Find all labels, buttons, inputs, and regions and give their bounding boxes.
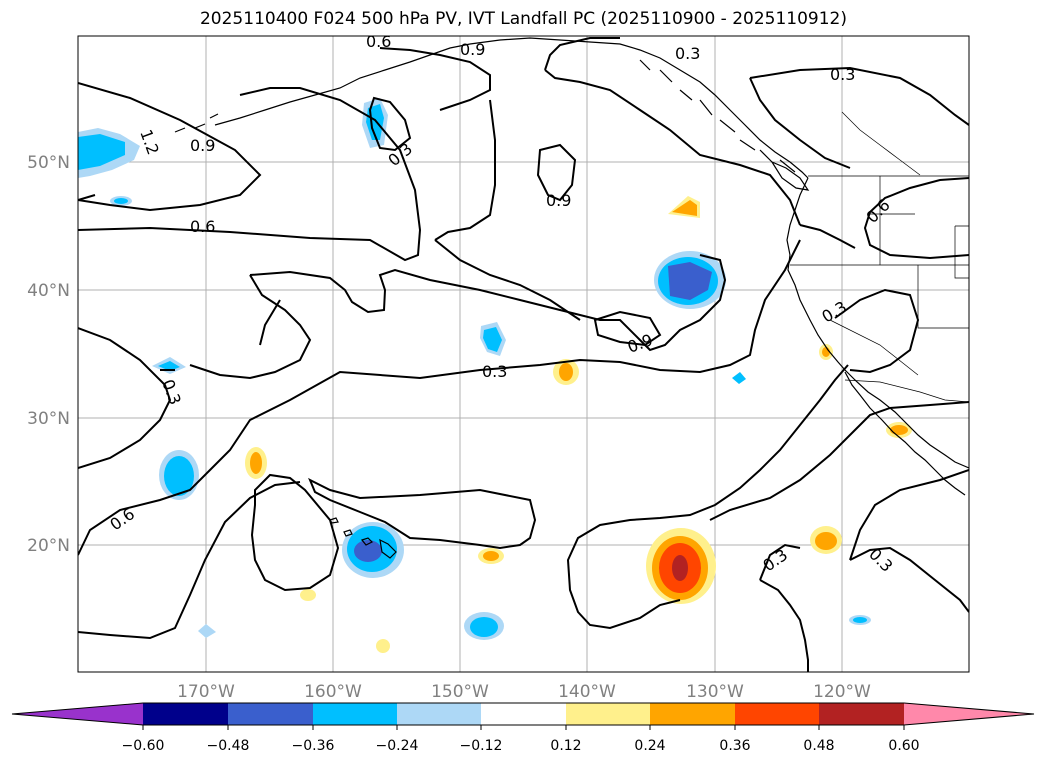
latitude-labels: 50°N 40°N 30°N 20°N	[27, 153, 70, 556]
contour-label: 0.6	[190, 217, 215, 236]
colorbar-tick: 0.60	[888, 738, 919, 754]
contour-label: 0.3	[482, 362, 507, 381]
colorbar-tick: 0.48	[803, 738, 834, 754]
colorbar-tick: −0.12	[460, 738, 503, 754]
plot-border	[77, 35, 970, 673]
contour-label: 0.3	[675, 44, 700, 63]
lon-label: 140°W	[558, 682, 616, 702]
colorbar-tick: −0.60	[122, 738, 165, 754]
colorbar-ticks: −0.60 −0.48 −0.36 −0.24 −0.12 0.12 0.24 …	[122, 738, 920, 754]
contours	[78, 37, 969, 672]
lat-label: 30°N	[27, 409, 70, 429]
lon-label: 160°W	[304, 682, 362, 702]
colorbar-extend-min	[12, 703, 143, 725]
contour-label: 0.6	[366, 32, 391, 51]
colorbar-tick: 0.36	[719, 738, 750, 754]
colorbar-tick: −0.36	[292, 738, 335, 754]
lon-label: 120°W	[813, 682, 871, 702]
lat-label: 50°N	[27, 153, 70, 173]
coastlines	[174, 37, 969, 559]
negative-anomaly-40n	[654, 251, 726, 309]
map-plot-area: 0.6 0.9 0.3 1.2 0.9 0.3 0.9 0.6 0.6 0.3 …	[78, 32, 969, 672]
shaded-regions	[78, 98, 912, 653]
contour-label: 0.9	[546, 191, 571, 210]
colorbar-tick: 0.12	[550, 738, 581, 754]
contour-label: 0.9	[460, 40, 485, 59]
colorbar: −0.60 −0.48 −0.36 −0.24 −0.12 0.12 0.24 …	[11, 702, 1035, 754]
lon-label: 170°W	[177, 682, 235, 702]
positive-anomaly-15n	[646, 528, 716, 604]
contour-label: 0.3	[830, 65, 855, 84]
lat-label: 20°N	[27, 536, 70, 556]
longitude-labels: 170°W 160°W 150°W 140°W 130°W 120°W	[177, 682, 871, 702]
lat-label: 40°N	[27, 281, 70, 301]
colorbar-tick: −0.24	[376, 738, 419, 754]
negative-anomaly-nw	[78, 128, 140, 178]
colorbar-extend-max	[904, 703, 1034, 725]
colorbar-tick: 0.24	[634, 738, 665, 754]
colorbar-tick: −0.48	[207, 738, 250, 754]
negative-anomaly-hawaii	[342, 522, 404, 578]
contour-label: 0.9	[190, 136, 215, 155]
lon-label: 150°W	[431, 682, 489, 702]
map-title: 2025110400 F024 500 hPa PV, IVT Landfall…	[199, 9, 847, 29]
lon-label: 130°W	[686, 682, 744, 702]
